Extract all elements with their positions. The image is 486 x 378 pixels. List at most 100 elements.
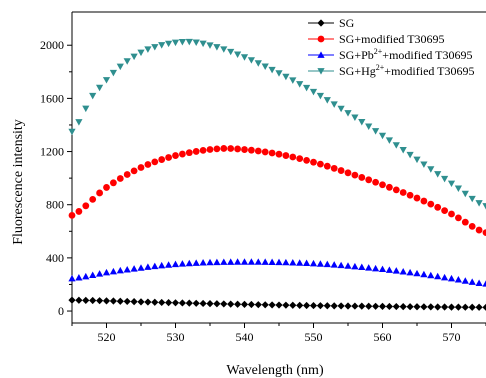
data-point bbox=[399, 303, 407, 311]
data-point bbox=[185, 149, 193, 157]
legend-label: SG+modified T30695 bbox=[339, 32, 445, 46]
data-point bbox=[199, 299, 207, 308]
data-point bbox=[137, 298, 145, 306]
data-point bbox=[268, 149, 276, 157]
data-point bbox=[323, 97, 331, 104]
data-point bbox=[386, 183, 393, 191]
data-point bbox=[351, 262, 359, 270]
data-point bbox=[420, 303, 428, 311]
data-point bbox=[413, 194, 421, 202]
data-point bbox=[441, 175, 449, 183]
data-point bbox=[96, 270, 104, 277]
data-point bbox=[206, 42, 214, 49]
data-point bbox=[427, 166, 435, 173]
data-point bbox=[330, 302, 338, 310]
data-point bbox=[261, 258, 269, 265]
data-point bbox=[68, 128, 76, 136]
x-axis-ticks: 520 530 540 550 560 570 bbox=[71, 323, 486, 344]
data-point bbox=[330, 164, 338, 172]
data-point bbox=[392, 267, 400, 274]
data-point bbox=[303, 301, 311, 310]
data-point bbox=[482, 203, 486, 210]
data-point bbox=[178, 39, 186, 46]
data-point bbox=[447, 303, 456, 311]
data-point bbox=[116, 175, 124, 182]
data-point bbox=[68, 296, 76, 304]
legend-label: SG+Hg2++modified T30695 bbox=[339, 63, 475, 78]
data-point bbox=[344, 169, 352, 177]
data-point bbox=[441, 273, 449, 281]
data-point bbox=[482, 303, 486, 311]
data-point bbox=[82, 202, 90, 210]
data-point bbox=[447, 180, 456, 188]
data-point bbox=[137, 164, 145, 171]
data-point bbox=[178, 260, 186, 267]
data-point bbox=[103, 184, 110, 191]
data-point bbox=[323, 162, 331, 170]
data-point bbox=[89, 92, 97, 100]
data-markers bbox=[68, 38, 486, 311]
data-point bbox=[275, 301, 283, 309]
data-point bbox=[434, 272, 442, 280]
data-point bbox=[123, 171, 131, 178]
data-point bbox=[123, 58, 131, 65]
data-point bbox=[344, 110, 352, 117]
data-point bbox=[461, 303, 469, 311]
data-point bbox=[351, 114, 359, 122]
x-tick-label: 520 bbox=[98, 330, 116, 344]
data-point bbox=[206, 258, 214, 266]
data-point bbox=[199, 259, 207, 266]
data-point bbox=[68, 274, 76, 282]
data-point bbox=[344, 262, 352, 269]
x-tick-label: 540 bbox=[236, 330, 254, 344]
data-point bbox=[82, 296, 90, 304]
data-point bbox=[89, 195, 97, 203]
data-point bbox=[240, 54, 249, 61]
data-point bbox=[110, 179, 117, 187]
data-point bbox=[385, 302, 393, 311]
data-point bbox=[137, 49, 145, 57]
legend-marker bbox=[317, 68, 325, 75]
data-point bbox=[309, 88, 318, 96]
data-point bbox=[179, 150, 186, 158]
data-point bbox=[275, 150, 283, 158]
data-point bbox=[303, 84, 311, 92]
data-point bbox=[165, 40, 173, 48]
data-point bbox=[171, 260, 180, 268]
series-1 bbox=[68, 145, 486, 237]
data-point bbox=[123, 297, 131, 306]
data-point bbox=[234, 145, 242, 153]
data-point bbox=[68, 211, 76, 219]
data-point bbox=[75, 208, 83, 215]
data-point bbox=[303, 156, 310, 164]
data-point bbox=[289, 301, 297, 309]
data-point bbox=[385, 266, 393, 273]
data-point bbox=[372, 178, 379, 186]
data-point bbox=[247, 57, 255, 64]
data-point bbox=[172, 152, 179, 159]
data-point bbox=[358, 263, 366, 270]
data-point bbox=[75, 296, 83, 304]
data-point bbox=[109, 69, 117, 77]
x-tick-label: 550 bbox=[305, 330, 323, 344]
data-point bbox=[75, 119, 83, 126]
data-point bbox=[102, 297, 111, 305]
x-tick-label: 570 bbox=[443, 330, 461, 344]
data-point bbox=[144, 263, 152, 270]
data-point bbox=[227, 258, 235, 265]
data-point bbox=[144, 46, 152, 53]
data-point bbox=[309, 259, 318, 267]
data-point bbox=[468, 195, 476, 203]
data-point bbox=[247, 258, 255, 265]
data-point bbox=[420, 270, 428, 278]
data-point bbox=[454, 303, 462, 311]
data-point bbox=[475, 279, 483, 286]
data-point bbox=[399, 147, 407, 154]
data-point bbox=[482, 280, 486, 287]
data-point bbox=[413, 303, 421, 311]
data-point bbox=[455, 214, 462, 222]
data-point bbox=[365, 264, 373, 271]
data-point bbox=[275, 258, 283, 266]
data-point bbox=[378, 265, 387, 273]
